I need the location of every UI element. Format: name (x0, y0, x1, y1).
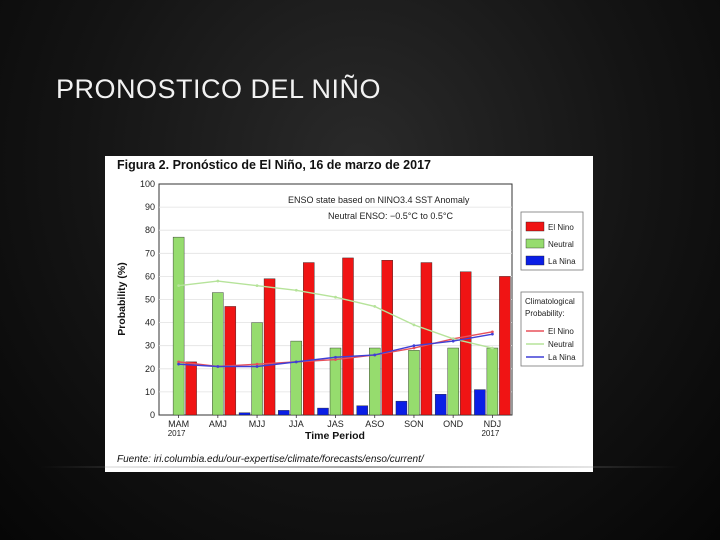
bar-neutral (290, 340, 302, 416)
bar-el-nino (420, 262, 433, 416)
enso-forecast-figure: Figura 2. Pronóstico de El Niño, 16 de m… (105, 156, 593, 472)
climatology-point (334, 355, 337, 359)
climatology-point (490, 330, 494, 334)
x-tick-label: SON (404, 419, 424, 429)
climatology-lines (177, 279, 494, 368)
bar-la-nina (395, 400, 408, 416)
bar-el-nino (263, 278, 276, 416)
divider-rule (40, 466, 680, 468)
x-tick-year: 2017 (168, 429, 186, 438)
climatology-point (177, 362, 181, 366)
climatology-point (490, 332, 494, 336)
y-axis-ticks: 0 10 20 30 40 50 60 70 80 90 100 (140, 179, 155, 420)
y-tick-label: 30 (145, 341, 155, 351)
annotation-line-1: ENSO state based on NINO3.4 SST Anomaly (288, 195, 470, 205)
y-tick-label: 90 (145, 202, 155, 212)
bar-el-nino (342, 257, 354, 416)
x-tick-label: ASO (365, 419, 384, 429)
bar-la-nina (317, 407, 329, 416)
climatology-legend-title-1: Climatological (525, 297, 575, 306)
climatology-point (412, 344, 416, 348)
bar-el-nino (185, 361, 197, 416)
bar-marks (172, 236, 511, 416)
climatology-point (373, 305, 377, 308)
bar-la-nina (238, 412, 251, 416)
y-tick-label: 0 (150, 410, 155, 420)
slide-title: PRONOSTICO DEL NIÑO (56, 74, 382, 104)
legend-label: La Nina (548, 257, 576, 266)
y-tick-label: 40 (145, 318, 155, 328)
climatology-point (412, 346, 416, 350)
legend-swatch (525, 238, 545, 249)
climatology-legend: Climatological Probability: El Nino Neutr… (520, 291, 584, 367)
y-tick-label: 70 (145, 248, 155, 258)
x-tick-label: OND (443, 419, 464, 429)
x-tick-label: MJJ (249, 419, 265, 429)
bar-el-nino (303, 262, 315, 416)
y-tick-label: 50 (145, 295, 155, 305)
bar-el-nino (224, 306, 237, 416)
x-tick-label: AMJ (209, 419, 227, 429)
legend-swatch (525, 221, 545, 232)
climatology-point (255, 284, 259, 288)
y-tick-label: 20 (145, 364, 155, 374)
bar-neutral (486, 347, 499, 416)
legend-label: El Nino (548, 223, 574, 232)
bar-neutral (447, 347, 459, 416)
bar-la-nina (356, 405, 368, 416)
x-tick-label: JJA (289, 419, 304, 429)
y-tick-label: 100 (140, 179, 155, 189)
y-tick-label: 10 (145, 387, 155, 397)
climatology-legend-box (520, 291, 584, 367)
bar-la-nina (278, 410, 290, 416)
x-tick-label: JAS (327, 419, 344, 429)
climatology-point (216, 279, 220, 283)
climatology-legend-label: El Nino (548, 327, 574, 336)
climatology-point (294, 288, 298, 292)
climatology-point (177, 284, 181, 288)
bar-neutral (369, 347, 381, 416)
climatology-point (255, 362, 259, 366)
y-axis-label: Probability (%) (116, 262, 128, 336)
bar-el-nino (459, 271, 472, 416)
bar-el-nino (499, 276, 511, 416)
x-tick-year: 2017 (481, 429, 499, 438)
climatology-legend-label: La Nina (548, 353, 576, 362)
enso-probability-chart: Figura 2. Pronóstico de El Niño, 16 de m… (116, 158, 584, 465)
x-tick-label: NDJ (484, 419, 502, 429)
legend-label: Neutral (548, 240, 574, 249)
climatology-point (412, 323, 416, 327)
y-tick-label: 80 (145, 225, 155, 235)
bar-la-nina (434, 394, 447, 416)
climatology-point (451, 337, 455, 341)
bar-neutral (212, 292, 224, 416)
climatology-point (451, 339, 455, 343)
bar-neutral (251, 322, 263, 416)
climatology-legend-label: Neutral (548, 340, 574, 349)
y-tick-label: 60 (145, 271, 155, 281)
climatology-point (334, 295, 337, 299)
annotation-line-2: Neutral ENSO: −0.5°C to 0.5°C (328, 211, 454, 221)
bar-el-nino (381, 260, 393, 416)
climatology-point (177, 360, 181, 364)
bar-neutral (408, 350, 420, 416)
series-legend: El Nino Neutral La Nina (520, 211, 584, 271)
x-tick-label: MAM (168, 419, 189, 429)
figure-source: Fuente: iri.columbia.edu/our-expertise/c… (117, 454, 425, 465)
climatology-legend-title-2: Probability: (525, 309, 565, 318)
bar-la-nina (474, 389, 486, 416)
figure-title: Figura 2. Pronóstico de El Niño, 16 de m… (117, 158, 431, 172)
climatology-point (373, 353, 377, 357)
climatology-point (255, 365, 259, 368)
climatology-point (216, 365, 220, 368)
climatology-point (334, 358, 337, 361)
legend-swatch (525, 255, 545, 266)
climatology-point (294, 360, 298, 364)
climatology-point (490, 346, 494, 350)
bar-neutral (172, 236, 185, 416)
x-axis-label: Time Period (305, 430, 365, 442)
